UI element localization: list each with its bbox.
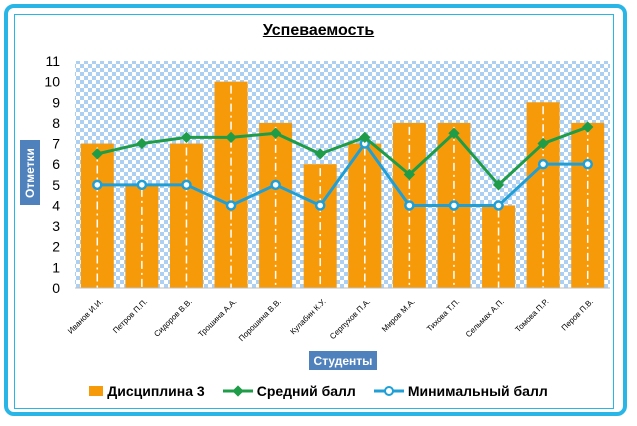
legend-item-min: Минимальный балл bbox=[373, 383, 548, 399]
min-score-point bbox=[92, 179, 103, 191]
x-axis-title: Студенты bbox=[309, 351, 377, 370]
y-tick-label: 5 bbox=[52, 177, 60, 193]
legend-label-bar: Дисциплина 3 bbox=[107, 383, 205, 399]
min-score-point bbox=[136, 179, 148, 191]
y-tick-label: 0 bbox=[52, 280, 60, 296]
y-tick-label: 4 bbox=[52, 197, 60, 213]
x-tick-label: Сельмах А.П. bbox=[464, 297, 506, 339]
avg-score-point bbox=[225, 131, 237, 144]
legend-label-min: Минимальный балл bbox=[407, 383, 548, 399]
x-tick-label: Кулабин К.У. bbox=[288, 297, 327, 336]
y-tick-label: 6 bbox=[52, 156, 60, 172]
bar bbox=[80, 143, 114, 288]
x-tick-label: Иванов И.И. bbox=[66, 297, 105, 336]
y-tick-label: 7 bbox=[52, 136, 60, 152]
bar bbox=[348, 143, 382, 288]
min-score-point bbox=[225, 200, 237, 211]
bar bbox=[169, 143, 203, 288]
y-tick-label: 9 bbox=[52, 94, 60, 110]
min-score-point bbox=[404, 200, 415, 211]
min-score-point bbox=[582, 158, 593, 170]
min-score-line bbox=[97, 142, 588, 207]
y-axis-title: Отметки bbox=[20, 140, 40, 205]
legend-bar-swatch bbox=[89, 386, 104, 396]
avg-score-point bbox=[180, 131, 193, 144]
y-tick-label: 1 bbox=[52, 259, 60, 275]
x-tick-label: Перов П.В. bbox=[560, 297, 595, 332]
avg-score-point bbox=[403, 168, 416, 181]
x-tick-label: Томова П.Р. bbox=[513, 297, 550, 334]
min-score-point bbox=[537, 158, 549, 170]
avg-score-point bbox=[136, 137, 148, 150]
min-score-point bbox=[448, 200, 460, 211]
min-score-point bbox=[270, 179, 281, 191]
x-tick-label: Трошина А.А. bbox=[196, 297, 238, 339]
avg-score-point bbox=[269, 127, 282, 139]
legend-item-avg: Средний балл bbox=[222, 383, 356, 399]
avg-score-point bbox=[537, 137, 549, 150]
chart-title: Успеваемость bbox=[262, 22, 375, 39]
avg-score-line bbox=[96, 125, 589, 187]
bar bbox=[214, 81, 248, 289]
bar bbox=[125, 184, 159, 288]
x-tick-label: Тихова Т.П. bbox=[425, 297, 461, 333]
chart-outer-frame bbox=[4, 4, 627, 416]
legend-label-avg: Средний балл bbox=[256, 383, 356, 399]
legend-min-swatch bbox=[373, 386, 404, 396]
min-score-point bbox=[493, 200, 504, 211]
y-tick-label: 3 bbox=[52, 218, 60, 234]
avg-score-point bbox=[314, 148, 326, 160]
legend: Дисциплина 3 Средний балл Минимальный ба… bbox=[0, 383, 637, 399]
x-tick-label: Миров М.А. bbox=[380, 297, 417, 334]
avg-score-point bbox=[359, 131, 371, 144]
y-tick-label: 11 bbox=[45, 53, 60, 69]
min-score-point bbox=[314, 200, 326, 211]
x-tick-label: Серпухов П.А. bbox=[328, 297, 372, 341]
min-score-point bbox=[181, 179, 192, 191]
legend-item-bar: Дисциплина 3 bbox=[89, 383, 205, 399]
x-tick-label: Петров П.П. bbox=[111, 297, 149, 335]
avg-score-point bbox=[492, 179, 505, 191]
avg-score-point bbox=[448, 127, 460, 139]
y-tick-label: 2 bbox=[52, 239, 60, 255]
y-tick-label: 10 bbox=[44, 74, 60, 90]
legend-avg-swatch bbox=[222, 385, 253, 397]
y-tick-label: 8 bbox=[52, 115, 60, 131]
x-tick-label: Сидоров В.В. bbox=[152, 297, 194, 339]
x-tick-label: Порошина В.В. bbox=[237, 297, 283, 343]
